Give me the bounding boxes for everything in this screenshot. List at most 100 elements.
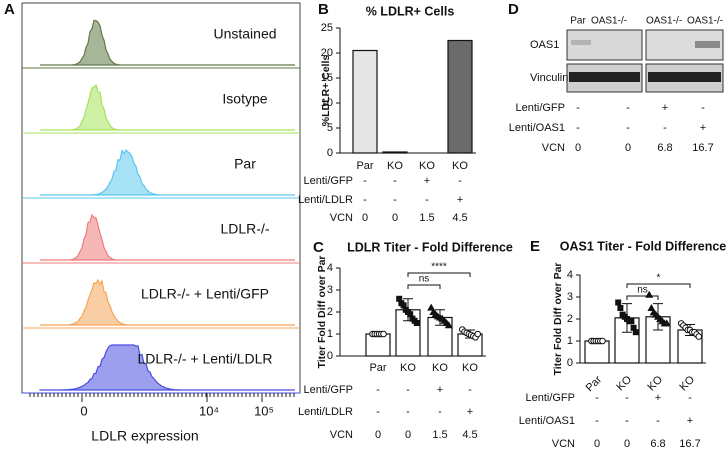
histogram xyxy=(40,83,295,131)
x-axis-title: LDLR expression xyxy=(91,428,198,444)
x-tick-label: Par xyxy=(369,362,386,374)
histogram xyxy=(40,213,295,261)
table-cell: - xyxy=(376,384,380,396)
x-tick-label: Par xyxy=(584,373,605,394)
y-tick-label: 2 xyxy=(327,306,333,318)
panel-letter: C xyxy=(313,239,324,256)
sample-label: Isotype xyxy=(222,91,267,107)
table-cell: - xyxy=(406,384,410,396)
bar xyxy=(382,151,408,154)
bar xyxy=(584,340,610,364)
table-cell: - xyxy=(406,406,410,418)
table-cell: + xyxy=(467,406,473,418)
table-cell: 4.5 xyxy=(462,429,477,441)
x-tick-label: 0 xyxy=(80,403,87,418)
data-point xyxy=(628,318,635,325)
histogram xyxy=(40,19,295,66)
y-tick-label: 4 xyxy=(327,262,333,274)
data-point xyxy=(380,330,387,338)
row-label: Lenti/GFP xyxy=(303,384,353,396)
y-tick-label: 3 xyxy=(567,291,573,303)
table-cell: - xyxy=(425,194,429,206)
row-label: VCN xyxy=(542,142,565,154)
data-point xyxy=(444,321,453,329)
y-tick-label: 5 xyxy=(327,122,333,134)
table-cell: 6.8 xyxy=(650,438,665,450)
table-cell: 0 xyxy=(375,429,381,441)
histogram xyxy=(40,278,295,326)
data-point xyxy=(617,305,624,311)
row-label: Lenti/LDLR xyxy=(298,406,353,418)
table-cell: + xyxy=(457,194,463,206)
data-point xyxy=(407,311,414,318)
table-cell: - xyxy=(625,392,629,404)
table-cell: - xyxy=(595,392,599,404)
table-cell: + xyxy=(687,415,693,427)
data-point xyxy=(396,295,403,302)
band xyxy=(569,72,640,82)
lane-header: OAS1-/- xyxy=(646,16,682,27)
sample-label: LDLR-/- + Lenti/GFP xyxy=(141,286,269,302)
y-tick-label: 20 xyxy=(321,47,333,59)
row-label: Lenti/GFP xyxy=(515,102,565,114)
table-cell: - xyxy=(393,175,397,187)
data-point xyxy=(599,337,606,345)
row-label: Lenti/OAS1 xyxy=(509,122,565,134)
y-tick-label: 2 xyxy=(567,313,573,325)
table-cell: 0 xyxy=(392,212,398,224)
data-point xyxy=(413,320,420,326)
table-cell: - xyxy=(363,194,367,206)
y-tick-label: 10 xyxy=(321,97,333,109)
y-axis-title: %LDLR+ Cells xyxy=(320,55,332,127)
blot-row-label: OAS1 xyxy=(530,39,559,51)
y-axis-title: Titer Fold Diff over Par xyxy=(316,256,328,369)
table-cell: - xyxy=(663,122,667,134)
table-cell: - xyxy=(625,415,629,427)
significance-label: ns xyxy=(637,285,648,296)
sample-label: LDLR-/- xyxy=(220,221,269,237)
bar xyxy=(352,49,378,154)
row-label: Lenti/GFP xyxy=(525,392,575,404)
significance-bracket xyxy=(407,284,441,289)
significance-bracket xyxy=(626,283,691,288)
table-cell: 16.7 xyxy=(692,142,713,154)
x-tick-label: KO xyxy=(677,373,697,393)
significance-label: ns xyxy=(419,274,430,285)
y-tick-label: 0 xyxy=(327,350,333,362)
significance-label: * xyxy=(657,273,661,284)
x-tick-label: Par xyxy=(356,160,373,172)
significance-bracket xyxy=(407,272,471,277)
western-blot xyxy=(566,29,724,93)
bar xyxy=(447,39,473,154)
x-tick-label: KO xyxy=(614,373,634,393)
x-tick-label: KO xyxy=(432,362,448,374)
lane-header: Par xyxy=(570,16,586,27)
y-tick-label: 0 xyxy=(327,147,333,159)
lane-header: OAS1-/- xyxy=(591,16,627,27)
table-cell: 0 xyxy=(594,438,600,450)
x-tick-label: 10⁴ xyxy=(199,403,219,418)
table-cell: 1.5 xyxy=(432,429,447,441)
significance-bracket xyxy=(626,295,659,300)
row-label: Lenti/LDLR xyxy=(298,194,353,206)
data-point xyxy=(662,319,671,327)
table-cell: - xyxy=(595,415,599,427)
data-point xyxy=(474,330,482,338)
panel-letter: E xyxy=(530,238,540,255)
data-point xyxy=(695,333,703,340)
table-cell: - xyxy=(576,122,580,134)
table-cell: 0 xyxy=(575,142,581,154)
y-tick-label: 25 xyxy=(321,22,333,34)
table-cell: + xyxy=(700,122,706,134)
data-point xyxy=(632,329,639,336)
row-label: Lenti/OAS1 xyxy=(519,415,575,427)
table-cell: 0 xyxy=(405,429,411,441)
significance-label: **** xyxy=(431,262,447,273)
band xyxy=(695,41,720,48)
histogram xyxy=(40,148,295,196)
chart-title: OAS1 Titer - Fold Difference xyxy=(560,239,727,253)
table-cell: - xyxy=(626,122,630,134)
data-point xyxy=(630,324,637,331)
